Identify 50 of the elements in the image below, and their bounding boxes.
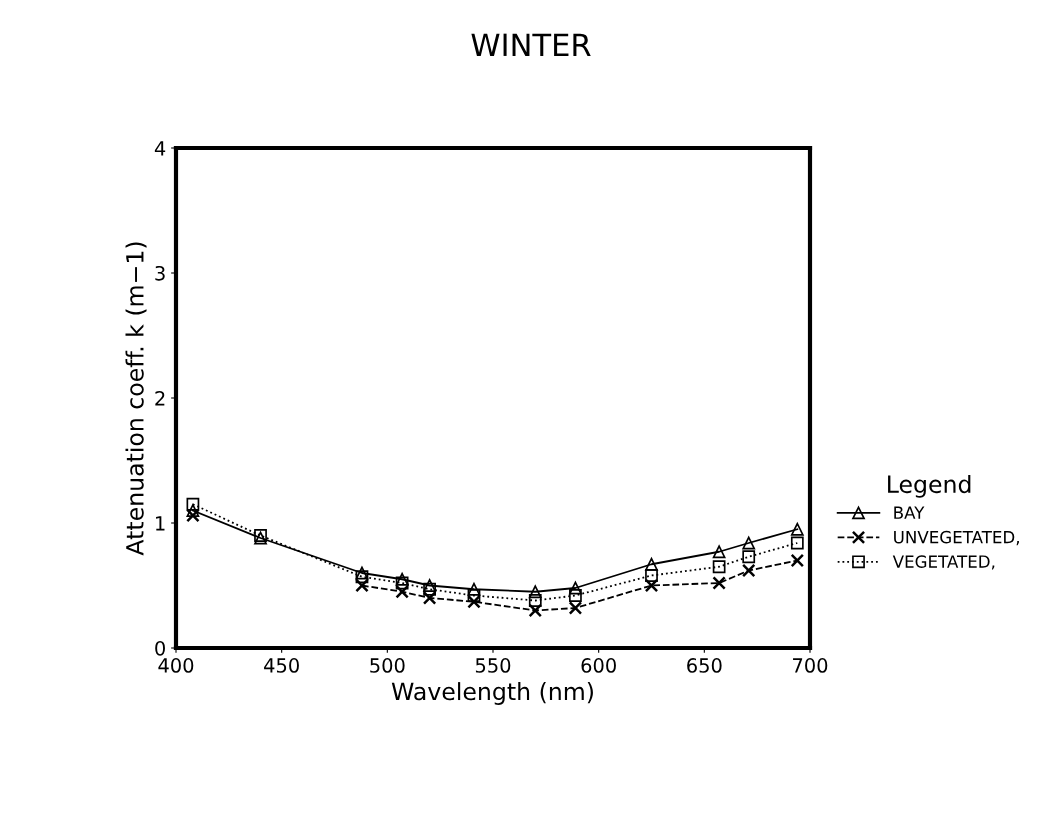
point bbox=[467, 582, 481, 596]
point bbox=[355, 578, 369, 593]
point bbox=[395, 576, 409, 590]
x-tick-label: 550 bbox=[475, 658, 511, 673]
legend-label: BAY bbox=[894, 506, 925, 519]
point bbox=[712, 560, 726, 574]
point bbox=[645, 557, 658, 571]
legend-title: Legend bbox=[888, 474, 971, 498]
point bbox=[528, 603, 543, 618]
y-tick-label: 1 bbox=[156, 516, 165, 531]
legend-label: VEGETATED, bbox=[892, 555, 995, 570]
point bbox=[645, 569, 658, 582]
point bbox=[467, 594, 481, 609]
chart-title: WINTER bbox=[471, 33, 591, 56]
point bbox=[712, 545, 726, 559]
x-tick-label: 700 bbox=[793, 658, 828, 673]
x-axis-title: Wavelength (nm) bbox=[391, 682, 593, 705]
x-tick-label: 450 bbox=[264, 658, 299, 673]
y-tick-label: 0 bbox=[155, 640, 165, 656]
point bbox=[790, 522, 804, 536]
point bbox=[712, 576, 726, 590]
y-tick-label: 4 bbox=[154, 141, 166, 156]
legend-label: UNVEGETATED, bbox=[894, 530, 1019, 546]
point bbox=[569, 589, 582, 602]
x-tick-label: 500 bbox=[370, 658, 405, 673]
point bbox=[422, 591, 437, 605]
x-tick-label: 600 bbox=[581, 658, 616, 673]
point bbox=[644, 578, 659, 593]
point bbox=[790, 553, 805, 568]
point bbox=[395, 584, 409, 599]
point bbox=[528, 594, 542, 607]
point bbox=[790, 536, 804, 550]
point bbox=[741, 563, 756, 578]
point bbox=[528, 585, 542, 599]
point bbox=[423, 582, 436, 596]
point bbox=[742, 536, 756, 550]
x-tick-label: 650 bbox=[687, 658, 722, 673]
point bbox=[568, 601, 583, 615]
point bbox=[186, 497, 200, 511]
point bbox=[186, 508, 200, 523]
y-axis-title: Attenuation coeff. k (m−1) bbox=[125, 242, 147, 556]
y-tick-label: 3 bbox=[155, 265, 165, 281]
point bbox=[355, 570, 369, 584]
point bbox=[569, 581, 582, 595]
point bbox=[742, 550, 756, 564]
point bbox=[355, 566, 369, 580]
point bbox=[467, 589, 481, 602]
point bbox=[423, 579, 436, 592]
y-tick-label: 2 bbox=[155, 390, 165, 406]
x-tick-label: 400 bbox=[158, 658, 194, 673]
